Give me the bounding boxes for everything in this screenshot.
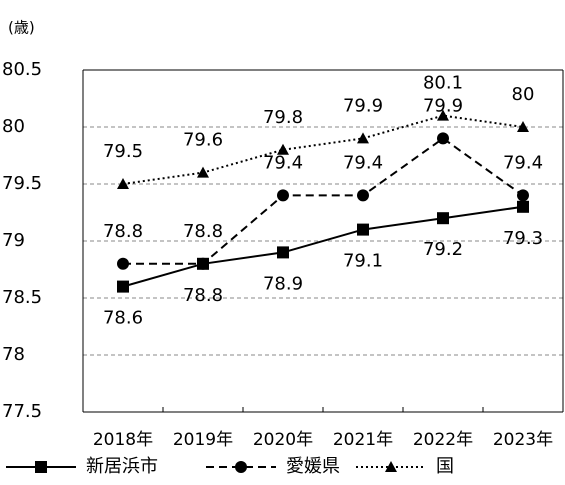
y-tick-label: 78.5	[2, 287, 42, 308]
data-label: 79.8	[263, 107, 303, 128]
data-label: 78.9	[263, 273, 303, 294]
data-label: 79.4	[263, 152, 303, 173]
data-label: 78.8	[183, 285, 223, 306]
series-line	[122, 205, 524, 288]
marker	[357, 189, 369, 202]
marker	[277, 189, 289, 202]
series-line	[122, 114, 524, 185]
y-tick-label: 80	[2, 116, 25, 137]
marker	[517, 200, 529, 213]
marker	[277, 246, 289, 259]
legend-label: 国	[436, 456, 454, 477]
x-tick-label: 2018年	[93, 430, 153, 450]
data-label: 79.1	[343, 251, 383, 272]
marker	[117, 178, 129, 189]
data-label: 79.5	[103, 141, 143, 162]
data-label: 79.3	[503, 228, 543, 249]
marker	[197, 166, 209, 178]
x-tick-label: 2020年	[253, 430, 313, 450]
marker	[235, 461, 247, 473]
marker	[437, 132, 449, 145]
y-tick-label: 80.5	[2, 59, 42, 80]
data-label: 80	[512, 84, 535, 105]
unit-label: (歳)	[8, 19, 35, 37]
data-label: 79.4	[503, 152, 543, 173]
marker	[197, 257, 209, 270]
y-tick-label: 77.5	[2, 401, 42, 422]
data-label: 79.2	[423, 239, 463, 260]
data-label: 78.6	[103, 308, 143, 329]
series-line	[123, 137, 524, 265]
marker	[385, 461, 397, 472]
data-label: 78.8	[103, 221, 143, 242]
marker	[117, 280, 129, 293]
marker	[437, 109, 449, 121]
x-tick-label: 2021年	[333, 430, 393, 450]
data-label: 80.1	[423, 73, 463, 94]
data-label: 79.9	[343, 95, 383, 116]
marker	[277, 143, 289, 155]
legend-label: 愛媛県	[286, 456, 340, 477]
y-tick-label: 79.5	[2, 173, 42, 194]
x-tick-label: 2022年	[413, 430, 473, 450]
x-tick-label: 2019年	[173, 430, 233, 450]
data-label: 79.9	[423, 95, 463, 116]
x-tick-label: 2023年	[493, 430, 553, 450]
legend-label: 新居浜市	[86, 456, 158, 477]
y-tick-label: 78	[2, 344, 25, 365]
marker	[517, 121, 529, 132]
marker	[357, 132, 369, 144]
marker	[437, 212, 449, 225]
marker	[117, 257, 129, 270]
marker	[35, 461, 47, 473]
data-label: 79.6	[183, 130, 223, 151]
marker	[357, 223, 369, 236]
data-label: 79.4	[343, 152, 383, 173]
y-tick-label: 79	[2, 230, 25, 251]
data-label: 78.8	[183, 221, 223, 242]
marker	[517, 189, 529, 202]
